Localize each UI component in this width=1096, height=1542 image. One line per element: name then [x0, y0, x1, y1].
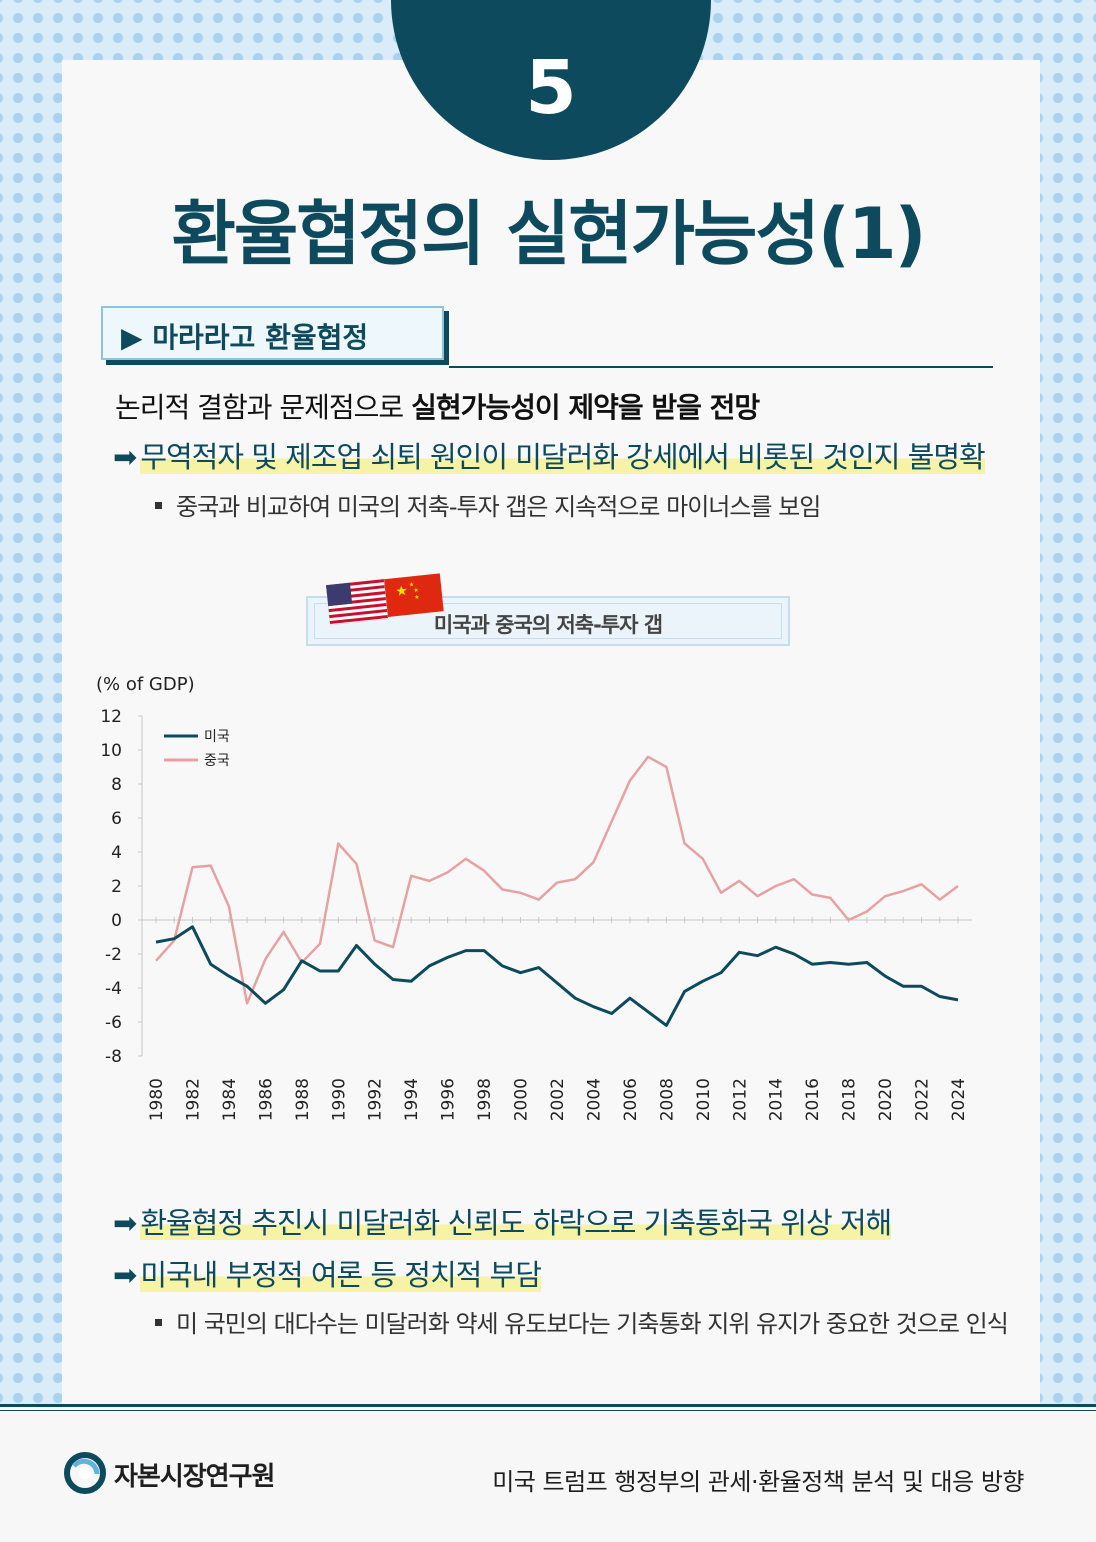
arrow-point-text: 무역적자 및 제조업 쇠퇴 원인이 미달러화 강세에서 비롯된 것인지 불명확: [140, 440, 986, 474]
organization-name: 자본시장연구원: [114, 1462, 275, 1492]
x-tick-label: 1988: [293, 1078, 313, 1121]
x-tick-label: 1982: [183, 1078, 203, 1121]
square-bullet-icon: [155, 501, 162, 509]
x-tick-label: 1992: [366, 1078, 386, 1121]
series-line: [155, 925, 959, 1027]
x-tick-label: 2012: [730, 1078, 750, 1121]
x-tick-label: 2024: [949, 1078, 969, 1121]
x-tick-label: 2004: [584, 1078, 604, 1121]
series-line: [155, 755, 959, 1005]
x-tick-label: 2014: [767, 1078, 787, 1121]
arrow-right-icon: ➡: [113, 1258, 137, 1292]
report-title: 미국 트럼프 행정부의 관세·환율정책 분석 및 대응 방향: [492, 1468, 1024, 1496]
y-tick-label: -8: [105, 1047, 122, 1067]
svg-text:★: ★: [395, 583, 409, 600]
x-tick-label: 1986: [256, 1078, 276, 1121]
y-tick-label: 6: [111, 809, 122, 829]
bullet-text: 미 국민의 대다수는 미달러화 약세 유도보다는 기축통화 지위 유지가 중요한…: [176, 1310, 1009, 1338]
kcmi-logo-icon: [64, 1452, 106, 1494]
x-tick-label: 2018: [840, 1078, 860, 1121]
intro-plain: 논리적 결함과 문제점으로: [115, 391, 412, 424]
y-tick-label: 10: [100, 741, 122, 761]
svg-text:★: ★: [413, 587, 419, 595]
section-label: ▶ 마라라고 환율협정: [121, 321, 369, 354]
y-axis: 12 10 8 6 4 2 0 -2 -4 -6 -8: [100, 707, 143, 1067]
x-tick-label: 2008: [657, 1078, 677, 1121]
y-tick-label: 12: [100, 707, 122, 727]
svg-text:★: ★: [408, 581, 414, 589]
square-bullet-icon: [155, 1318, 162, 1326]
arrow-point-text: 환율협정 추진시 미달러화 신뢰도 하락으로 기축통화국 위상 저해: [140, 1206, 892, 1240]
arrow-point-2: ➡ 환율협정 추진시 미달러화 신뢰도 하락으로 기축통화국 위상 저해: [113, 1200, 892, 1242]
y-tick-label: 2: [111, 877, 122, 897]
x-tick-label: 1998: [475, 1078, 495, 1121]
x-tick-label: 1990: [329, 1078, 349, 1121]
intro-bold: 실현가능성이 제약을 받을 전망: [411, 391, 760, 424]
x-tick-label: 1994: [402, 1078, 422, 1121]
arrow-point-1: ➡ 무역적자 및 제조업 쇠퇴 원인이 미달러화 강세에서 비롯된 것인지 불명확: [113, 434, 986, 476]
y-axis-unit-label: (% of GDP): [96, 674, 195, 695]
x-tick-label: 2016: [803, 1078, 823, 1121]
arrow-right-icon: ➡: [113, 440, 137, 474]
section-header: ▶ 마라라고 환율협정: [101, 306, 444, 360]
x-tick-label: 1984: [220, 1078, 240, 1121]
bullet-2: 미 국민의 대다수는 미달러화 약세 유도보다는 기축통화 지위 유지가 중요한…: [155, 1304, 1009, 1339]
x-axis: 1980 1982 1984 1986 1988 1990 1992 1994 1996 1998…: [142, 917, 972, 1121]
x-tick-label: 2000: [512, 1078, 532, 1121]
chart-title-box: 미국과 중국의 저축-투자 갭: [306, 596, 790, 646]
x-tick-label: 2006: [621, 1078, 641, 1121]
x-tick-label: 2022: [913, 1078, 933, 1121]
x-tick-label: 2002: [548, 1078, 568, 1121]
y-tick-label: 8: [111, 775, 122, 795]
bullet-text: 중국과 비교하여 미국의 저축-투자 갭은 지속적으로 마이너스를 보임: [176, 493, 821, 521]
footer-divider: [0, 1404, 1096, 1407]
chart-title: 미국과 중국의 저축-투자 갭: [433, 613, 663, 637]
intro-text: 논리적 결함과 문제점으로 실현가능성이 제약을 받을 전망: [115, 386, 760, 426]
arrow-point-text: 미국내 부정적 여론 등 정치적 부담: [140, 1258, 542, 1292]
legend-label: 미국: [204, 729, 230, 745]
arrow-point-3: ➡ 미국내 부정적 여론 등 정치적 부담: [113, 1252, 542, 1294]
bullet-1: 중국과 비교하여 미국의 저축-투자 갭은 지속적으로 마이너스를 보임: [155, 487, 821, 522]
us-china-flags-icon: ★ ★ ★ ★: [326, 573, 444, 626]
page-title: 환율협정의 실현가능성(1): [171, 193, 926, 275]
svg-text:★: ★: [414, 594, 420, 602]
arrow-right-icon: ➡: [113, 1206, 137, 1240]
page-number: 5: [525, 45, 577, 131]
x-tick-label: 2010: [694, 1078, 714, 1121]
series-lines: [155, 755, 959, 1027]
x-tick-label: 1980: [147, 1078, 167, 1121]
y-tick-label: 0: [111, 911, 122, 931]
section-divider: [449, 366, 993, 368]
x-tick-label: 1996: [439, 1078, 459, 1121]
y-tick-label: -6: [105, 1013, 122, 1033]
y-tick-label: -2: [105, 945, 122, 965]
y-tick-label: 4: [111, 843, 122, 863]
y-tick-label: -4: [105, 979, 122, 999]
x-tick-label: 2020: [876, 1078, 896, 1121]
footer: [0, 1412, 1096, 1542]
content-card: [62, 60, 1040, 1405]
legend-label: 중국: [204, 753, 230, 769]
